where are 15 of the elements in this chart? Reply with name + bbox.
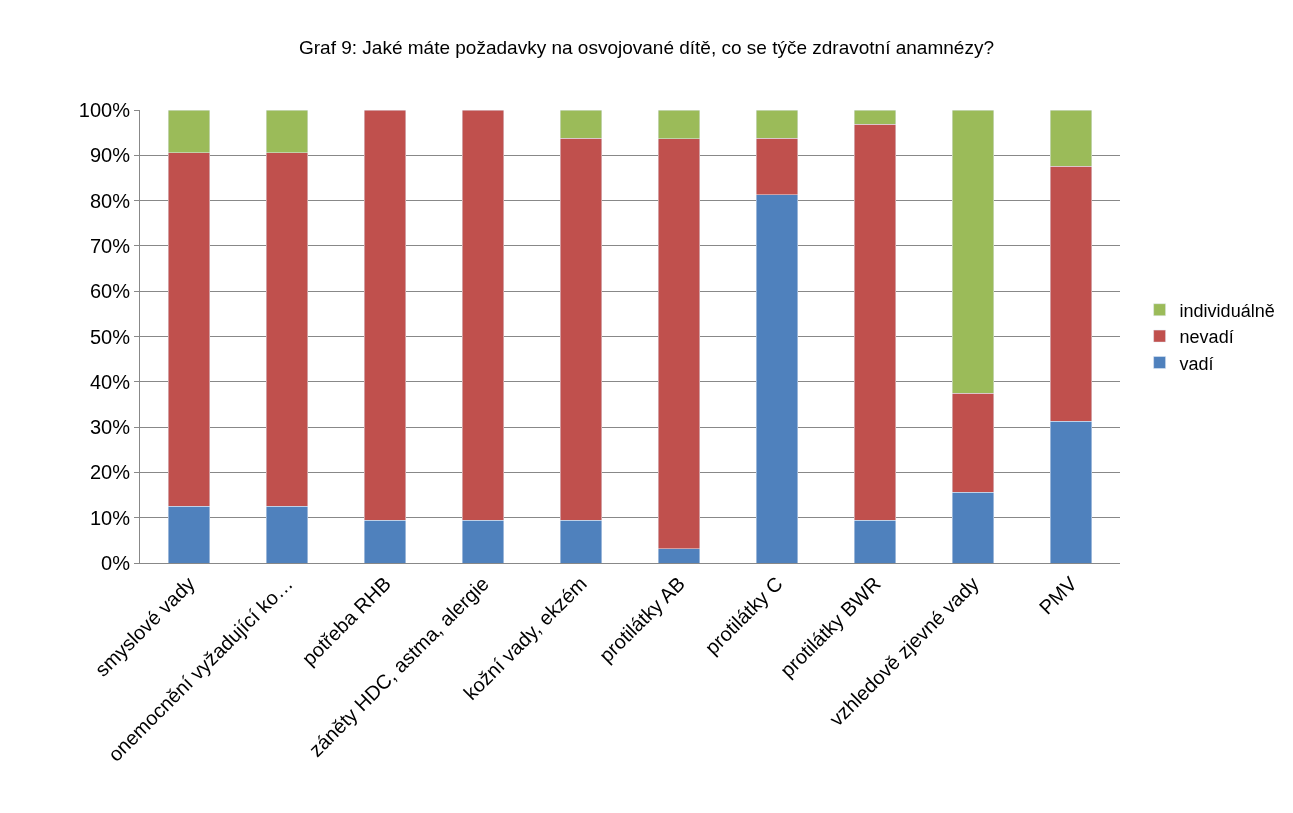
y-tick-label: 20% — [89, 461, 131, 484]
y-tick-label: 10% — [89, 506, 131, 529]
legend-label: vadí — [1179, 353, 1214, 374]
y-tick-label: 100% — [78, 99, 131, 121]
legend-label: individuálně — [1179, 300, 1275, 321]
legend-label: nevadí — [1179, 327, 1234, 348]
y-tick-label: 50% — [89, 325, 131, 348]
y-tick-label: 0% — [101, 552, 131, 574]
chart-title: Graf 9: Jaké máte požadavky na osvojované dítě, co se týče zdravotní anamnézy? — [299, 36, 994, 58]
y-tick-label: 40% — [89, 370, 131, 393]
y-tick-label: 90% — [89, 144, 131, 167]
y-tick-label: 30% — [89, 416, 131, 439]
y-tick-label: 60% — [89, 280, 131, 303]
y-tick-label: 70% — [89, 234, 131, 257]
y-tick-label: 80% — [89, 189, 131, 212]
